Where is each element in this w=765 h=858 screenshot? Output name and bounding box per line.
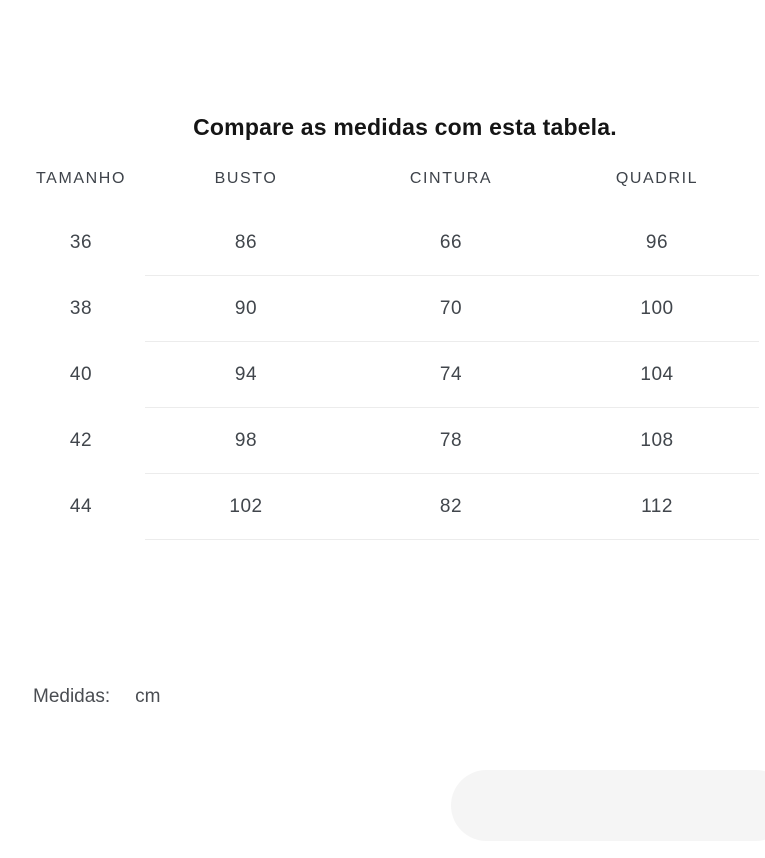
table-cell-quadril: 100 [640,297,674,319]
table-cell-cintura: 78 [439,429,463,451]
row-divider [145,407,759,408]
table-cell-quadril: 108 [640,429,674,451]
table-cell-cintura: 74 [439,363,463,385]
table-cell-tamanho: 40 [69,363,93,385]
page-title: Compare as medidas com esta tabela. [193,114,617,140]
table-cell-cintura: 82 [439,495,463,517]
table-cell-cintura: 66 [439,231,463,253]
column-header-tamanho: TAMANHO [35,170,126,187]
table-row: 36 86 66 96 [0,210,765,275]
table-cell-tamanho: 36 [69,231,93,253]
measurement-unit-label: Medidas: [33,686,111,707]
table-header-row: TAMANHO BUSTO CINTURA QUADRIL [0,161,765,197]
table-cell-quadril: 112 [641,495,673,517]
measurement-unit-note: Medidas: cm [33,682,765,712]
table-cell-busto: 90 [234,297,258,319]
table-cell-busto: 86 [234,231,258,253]
table-row: 44 102 82 112 [0,474,765,539]
size-table: TAMANHO BUSTO CINTURA QUADRIL 36 86 66 9… [0,161,765,540]
table-cell-busto: 94 [234,363,258,385]
measurement-unit-value: cm [135,686,161,707]
table-row: 40 94 74 104 [0,342,765,407]
table-row: 38 90 70 100 [0,276,765,341]
table-cell-quadril: 104 [640,363,674,385]
header-spacer [0,197,765,210]
table-cell-tamanho: 42 [69,429,93,451]
table-row: 42 98 78 108 [0,408,765,473]
table-cell-quadril: 96 [645,231,669,253]
table-cell-cintura: 70 [439,297,463,319]
table-cell-tamanho: 44 [69,495,93,517]
table-cell-tamanho: 38 [69,297,93,319]
column-header-busto: BUSTO [214,170,278,187]
row-divider [145,539,759,540]
table-cell-busto: 102 [229,495,263,517]
row-divider [145,341,759,342]
table-cell-busto: 98 [234,429,258,451]
row-divider [145,275,759,276]
row-divider [145,473,759,474]
placeholder-pill [451,770,765,841]
column-header-cintura: CINTURA [409,170,493,187]
column-header-quadril: QUADRIL [615,170,699,187]
